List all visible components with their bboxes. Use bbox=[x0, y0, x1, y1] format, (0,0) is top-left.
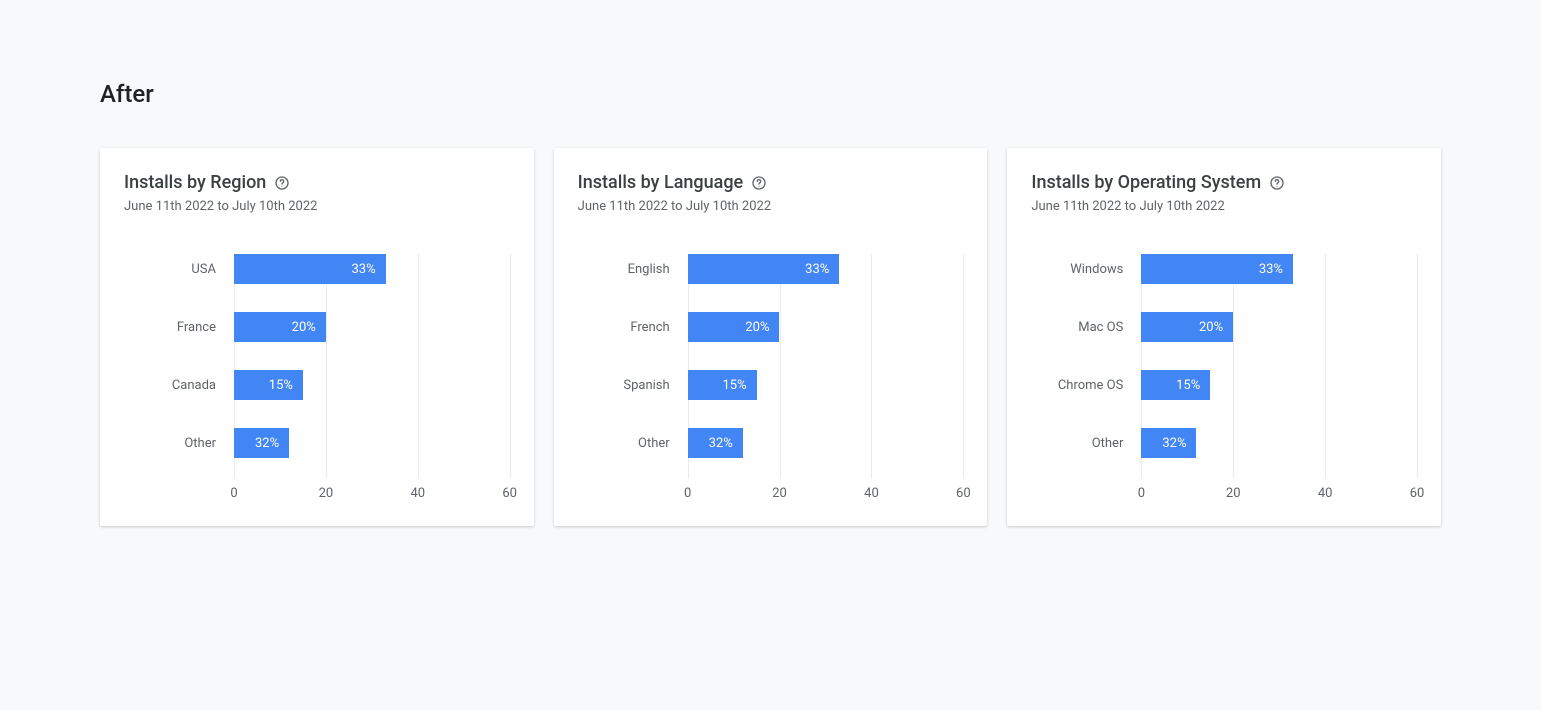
card-subtitle: June 11th 2022 to July 10th 2022 bbox=[578, 199, 964, 214]
category-label: Chrome OS bbox=[1031, 378, 1141, 393]
bar-area: 20% bbox=[688, 312, 964, 342]
chart-row: Other 32% bbox=[1031, 428, 1417, 458]
chart-row: France 20% bbox=[124, 312, 510, 342]
card-os: Installs by Operating System June 11th 2… bbox=[1007, 148, 1441, 526]
card-title: Installs by Operating System bbox=[1031, 172, 1261, 193]
chart-language: English 33% French 20% Spanish 15% Other… bbox=[578, 254, 964, 506]
bar: 32% bbox=[688, 428, 743, 458]
help-icon[interactable] bbox=[274, 175, 290, 191]
bar-area: 20% bbox=[1141, 312, 1417, 342]
axis-tick: 0 bbox=[1138, 486, 1145, 501]
axis-tick: 60 bbox=[502, 486, 517, 501]
bar-area: 33% bbox=[688, 254, 964, 284]
gridline bbox=[1417, 254, 1418, 478]
page-title: After bbox=[100, 80, 1441, 108]
axis-tick: 20 bbox=[1226, 486, 1241, 501]
chart-row: Other 32% bbox=[124, 428, 510, 458]
bar-area: 33% bbox=[234, 254, 510, 284]
axis-tick: 20 bbox=[772, 486, 787, 501]
bar: 20% bbox=[688, 312, 780, 342]
bar-area: 15% bbox=[1141, 370, 1417, 400]
bar: 15% bbox=[688, 370, 757, 400]
chart-row: French 20% bbox=[578, 312, 964, 342]
bar: 33% bbox=[1141, 254, 1293, 284]
bar: 32% bbox=[234, 428, 289, 458]
axis-tick: 40 bbox=[864, 486, 879, 501]
card-title: Installs by Language bbox=[578, 172, 744, 193]
card-header: Installs by Language bbox=[578, 172, 964, 193]
category-label: France bbox=[124, 320, 234, 335]
chart-body: English 33% French 20% Spanish 15% Other… bbox=[578, 254, 964, 506]
chart-body: Windows 33% Mac OS 20% Chrome OS 15% Oth… bbox=[1031, 254, 1417, 506]
axis-tick: 60 bbox=[956, 486, 971, 501]
bar-area: 15% bbox=[234, 370, 510, 400]
category-label: USA bbox=[124, 262, 234, 277]
x-axis: 0 20 40 60 bbox=[688, 486, 964, 506]
axis-tick: 40 bbox=[410, 486, 425, 501]
chart-row: Windows 33% bbox=[1031, 254, 1417, 284]
axis-tick: 0 bbox=[230, 486, 237, 501]
bar-area: 32% bbox=[688, 428, 964, 458]
chart-body: USA 33% France 20% Canada 15% Other 32% … bbox=[124, 254, 510, 506]
chart-row: Other 32% bbox=[578, 428, 964, 458]
cards-container: Installs by Region June 11th 2022 to Jul… bbox=[100, 148, 1441, 526]
axis-tick: 20 bbox=[319, 486, 334, 501]
chart-row: Mac OS 20% bbox=[1031, 312, 1417, 342]
category-label: French bbox=[578, 320, 688, 335]
bar: 20% bbox=[234, 312, 326, 342]
bar-area: 33% bbox=[1141, 254, 1417, 284]
bar-area: 32% bbox=[234, 428, 510, 458]
bar: 32% bbox=[1141, 428, 1196, 458]
chart-row: Spanish 15% bbox=[578, 370, 964, 400]
bar: 33% bbox=[234, 254, 386, 284]
bar: 15% bbox=[1141, 370, 1210, 400]
category-label: Canada bbox=[124, 378, 234, 393]
gridline bbox=[963, 254, 964, 478]
category-label: Other bbox=[1031, 436, 1141, 451]
category-label: Other bbox=[578, 436, 688, 451]
bar-area: 32% bbox=[1141, 428, 1417, 458]
category-label: Mac OS bbox=[1031, 320, 1141, 335]
category-label: Other bbox=[124, 436, 234, 451]
bar-area: 15% bbox=[688, 370, 964, 400]
card-header: Installs by Operating System bbox=[1031, 172, 1417, 193]
category-label: Spanish bbox=[578, 378, 688, 393]
axis-tick: 60 bbox=[1410, 486, 1425, 501]
chart-row: English 33% bbox=[578, 254, 964, 284]
chart-row: Chrome OS 15% bbox=[1031, 370, 1417, 400]
card-header: Installs by Region bbox=[124, 172, 510, 193]
card-title: Installs by Region bbox=[124, 172, 266, 193]
help-icon[interactable] bbox=[1269, 175, 1285, 191]
gridline bbox=[510, 254, 511, 478]
chart-region: USA 33% France 20% Canada 15% Other 32% … bbox=[124, 254, 510, 506]
bar-area: 20% bbox=[234, 312, 510, 342]
chart-row: Canada 15% bbox=[124, 370, 510, 400]
card-subtitle: June 11th 2022 to July 10th 2022 bbox=[1031, 199, 1417, 214]
x-axis: 0 20 40 60 bbox=[1141, 486, 1417, 506]
card-language: Installs by Language June 11th 2022 to J… bbox=[554, 148, 988, 526]
chart-os: Windows 33% Mac OS 20% Chrome OS 15% Oth… bbox=[1031, 254, 1417, 506]
card-subtitle: June 11th 2022 to July 10th 2022 bbox=[124, 199, 510, 214]
x-axis: 0 20 40 60 bbox=[234, 486, 510, 506]
card-region: Installs by Region June 11th 2022 to Jul… bbox=[100, 148, 534, 526]
category-label: Windows bbox=[1031, 262, 1141, 277]
category-label: English bbox=[578, 262, 688, 277]
bar: 15% bbox=[234, 370, 303, 400]
axis-tick: 0 bbox=[684, 486, 691, 501]
help-icon[interactable] bbox=[751, 175, 767, 191]
bar: 33% bbox=[688, 254, 840, 284]
chart-row: USA 33% bbox=[124, 254, 510, 284]
bar: 20% bbox=[1141, 312, 1233, 342]
axis-tick: 40 bbox=[1318, 486, 1333, 501]
